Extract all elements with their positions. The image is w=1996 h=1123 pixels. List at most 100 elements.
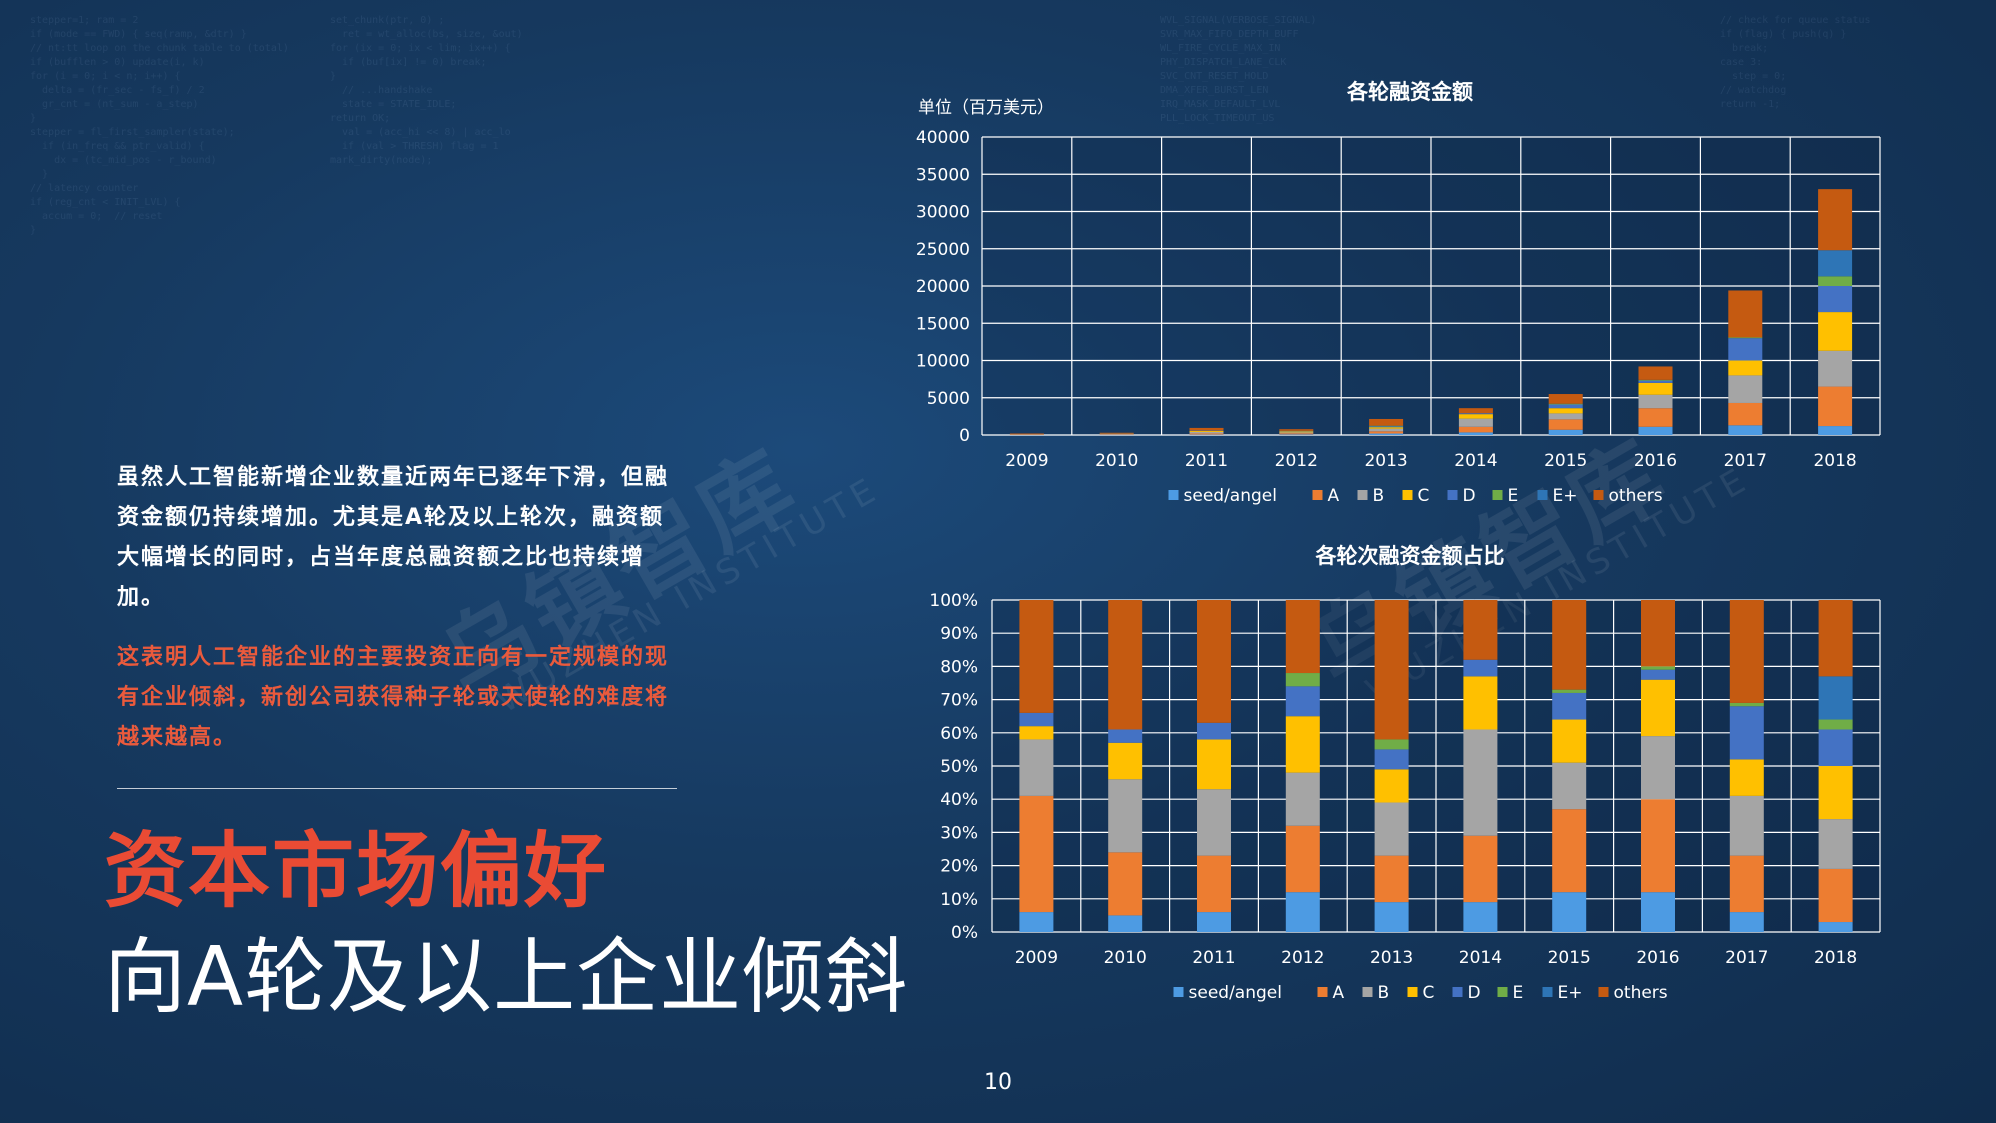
amount-chart-bar-segment xyxy=(1009,434,1044,435)
amount-chart-bar-segment xyxy=(1638,426,1673,435)
share-chart-bar-segment xyxy=(1818,766,1853,820)
amount-chart-bar-segment xyxy=(1728,360,1763,376)
share-chart-x-tick-label: 2012 xyxy=(1281,948,1324,968)
amount-chart-bar-segment xyxy=(1458,408,1493,414)
amount-chart-legend-swatch xyxy=(1447,490,1458,500)
amount-chart-x-tick-label: 2015 xyxy=(1544,451,1587,471)
amount-chart-bar-segment xyxy=(1728,338,1763,361)
share-chart-bar-segment xyxy=(1108,600,1143,730)
share-chart-x-tick-label: 2013 xyxy=(1370,948,1413,968)
amount-chart-bar-segment xyxy=(1818,312,1853,351)
amount-chart-x-tick-label: 2012 xyxy=(1275,451,1318,471)
amount-chart-bar-segment xyxy=(1548,429,1583,435)
amount-chart-x-tick-label: 2010 xyxy=(1095,451,1138,471)
amount-chart-x-tick-label: 2018 xyxy=(1813,451,1856,471)
amount-chart-legend-swatch xyxy=(1402,490,1413,500)
share-chart-bar-segment xyxy=(1552,892,1587,932)
share-chart-bar-segment xyxy=(1374,802,1409,856)
share-chart-bar-segment xyxy=(1019,712,1054,727)
share-chart-bar-segment xyxy=(1197,600,1231,723)
amount-chart-x-tick-label: 2016 xyxy=(1634,451,1677,471)
share-chart-bar-segment xyxy=(1552,689,1587,693)
share-chart-y-tick-label: 90% xyxy=(940,624,978,644)
share-chart-x-tick-label: 2010 xyxy=(1104,948,1147,968)
share-chart-bar-segment xyxy=(1285,673,1320,687)
amount-chart-bar-segment xyxy=(1099,432,1134,434)
share-chart-bar-segment xyxy=(1818,676,1853,720)
amount-chart-legend-label: seed/angel xyxy=(1184,486,1277,506)
share-chart-bar-segment xyxy=(1552,719,1587,763)
amount-chart-bar-segment xyxy=(1369,418,1404,426)
share-chart-bar-segment xyxy=(1552,600,1587,690)
amount-chart-bar-segment xyxy=(1369,433,1404,435)
amount-chart-bar-segment xyxy=(1189,430,1224,432)
share-chart-bar-segment xyxy=(1818,729,1853,766)
amount-chart-bar-segment xyxy=(1818,350,1853,387)
share-chart-x-tick-label: 2011 xyxy=(1192,948,1235,968)
share-chart-bar-segment xyxy=(1374,855,1409,903)
amount-chart-y-tick-label: 10000 xyxy=(916,352,970,372)
amount-chart-bar-segment xyxy=(1458,432,1493,435)
amount-chart-bar-segment xyxy=(1279,432,1314,434)
amount-chart-bar-segment xyxy=(1728,290,1763,338)
share-chart-bar-segment xyxy=(1463,659,1498,677)
amount-chart-bar-segment xyxy=(1638,408,1673,427)
amount-chart-bar-segment xyxy=(1728,375,1763,403)
share-chart-legend-label: seed/angel xyxy=(1189,983,1282,1003)
divider-line xyxy=(117,788,677,789)
share-chart-bar-segment xyxy=(1641,799,1675,893)
share-chart-legend-label: others xyxy=(1614,983,1668,1003)
share-chart-bar-segment xyxy=(1285,686,1320,717)
share-chart-y-tick-label: 60% xyxy=(940,724,978,744)
share-chart-x-tick-label: 2014 xyxy=(1459,948,1502,968)
share-chart-bar-segment xyxy=(1374,600,1409,740)
amount-chart-y-tick-label: 40000 xyxy=(916,128,970,148)
amount-chart-unit-label: 单位（百万美元） xyxy=(918,98,1054,118)
amount-chart-bar-segment xyxy=(1189,433,1224,435)
share-chart-bar-segment xyxy=(1729,795,1764,856)
share-chart-bar-segment xyxy=(1197,789,1231,856)
amount-chart-bar-segment xyxy=(1638,379,1673,381)
amount-chart-bar-segment xyxy=(1728,402,1763,426)
share-chart-y-tick-label: 50% xyxy=(940,757,978,777)
amount-chart-y-tick-label: 0 xyxy=(959,426,970,446)
amount-chart-bar-segment xyxy=(1818,386,1853,427)
amount-chart-y-tick-label: 15000 xyxy=(916,314,970,334)
share-chart-legend-swatch xyxy=(1317,987,1328,997)
conclusion-paragraph: 这表明人工智能企业的主要投资正向有一定规模的现有企业倾斜，新创公司获得种子轮或天… xyxy=(117,645,670,750)
share-chart-x-tick-label: 2015 xyxy=(1548,948,1591,968)
amount-chart-legend-swatch xyxy=(1357,490,1368,500)
share-chart-x-tick-label: 2009 xyxy=(1015,948,1058,968)
share-chart-bar-segment xyxy=(1818,922,1853,932)
share-chart-bar-segment xyxy=(1729,600,1764,703)
amount-chart-bar-segment xyxy=(1458,418,1493,427)
amount-chart-bar-segment xyxy=(1279,431,1314,433)
amount-chart-bar-segment xyxy=(1818,426,1853,435)
share-chart-y-tick-label: 40% xyxy=(940,790,978,810)
share-chart-bar-segment xyxy=(1641,666,1675,670)
share-chart-legend-swatch xyxy=(1542,987,1553,997)
amount-chart-bar-segment xyxy=(1728,337,1763,339)
share-chart-y-tick-label: 30% xyxy=(940,823,978,843)
headline-secondary: 向A轮及以上企业倾斜 xyxy=(104,930,909,1025)
share-chart-legend-label: A xyxy=(1333,983,1345,1003)
share-chart-x-tick-label: 2018 xyxy=(1814,948,1857,968)
share-chart-bar-segment xyxy=(1729,912,1764,932)
share-chart-legend-label: D xyxy=(1468,983,1481,1003)
amount-chart-title: 各轮融资金额 xyxy=(1346,80,1473,104)
share-chart-bar-segment xyxy=(1285,892,1320,932)
description-paragraph: 虽然人工智能新增企业数量近两年已逐年下滑，但融资金额仍持续增加。尤其是A轮及以上… xyxy=(117,465,670,610)
amount-chart-bar-segment xyxy=(1548,408,1583,414)
amount-chart-bar-segment xyxy=(1548,394,1583,404)
share-chart-bar-segment xyxy=(1818,719,1853,730)
share-chart-bar-segment xyxy=(1374,739,1409,750)
share-chart-bar-segment xyxy=(1463,902,1498,932)
amount-chart-legend-swatch xyxy=(1168,490,1179,500)
share-chart-bar-segment xyxy=(1108,742,1143,780)
share-chart-bar-segment xyxy=(1552,809,1587,893)
amount-chart-legend-label: E+ xyxy=(1553,486,1578,506)
share-chart-x-tick-label: 2017 xyxy=(1725,948,1768,968)
share-chart-legend-swatch xyxy=(1598,987,1609,997)
share-chart-bar-segment xyxy=(1729,759,1764,796)
